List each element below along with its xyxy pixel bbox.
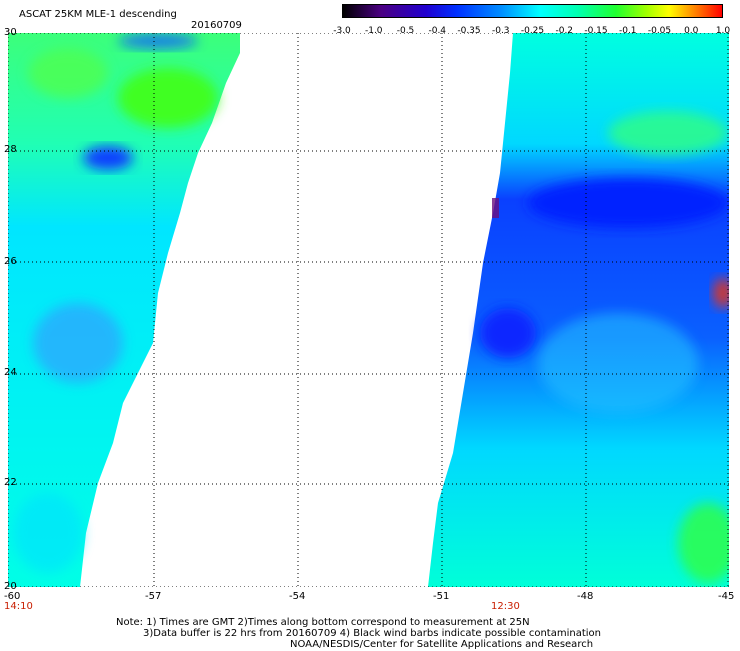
colorbar-tick-label: 1.0 xyxy=(715,26,731,36)
colorbar-tick-label: -0.2 xyxy=(555,26,574,36)
lat-label: 20 xyxy=(4,581,17,592)
lon-label: -60 xyxy=(4,591,21,602)
note-line-1: Note: 1) Times are GMT 2)Times along bot… xyxy=(116,617,530,628)
time-label-left: 14:10 xyxy=(4,601,33,612)
colorbar-tick-label: -0.35 xyxy=(457,26,481,36)
colorbar-tick-label: -0.15 xyxy=(584,26,608,36)
map-date: 20160709 xyxy=(191,20,242,31)
colorbar xyxy=(342,4,723,18)
colorbar-tick-label: -0.3 xyxy=(491,26,510,36)
map-title: ASCAT 25KM MLE-1 descending xyxy=(19,9,177,20)
grid-lines xyxy=(8,33,729,587)
colorbar-tick-label: -0.05 xyxy=(647,26,672,36)
colorbar-tick-label: -1.0 xyxy=(364,26,383,36)
colorbar-tick-label: -0.5 xyxy=(396,26,415,36)
lon-label: -54 xyxy=(289,591,306,602)
lat-label: 22 xyxy=(4,477,17,488)
colorbar-tick-label: 0.0 xyxy=(684,26,699,36)
lon-label: -57 xyxy=(145,591,162,602)
lon-label: -48 xyxy=(577,591,594,602)
note-line-3: NOAA/NESDIS/Center for Satellite Applica… xyxy=(290,639,594,650)
lat-label: 26 xyxy=(4,256,17,267)
right-swath xyxy=(428,33,729,587)
note-line-2: 3)Data buffer is 22 hrs from 20160709 4)… xyxy=(143,628,601,639)
lon-label: -51 xyxy=(433,591,450,602)
map-plot xyxy=(8,33,729,587)
lat-label: 30 xyxy=(4,27,17,38)
colorbar-tick-label: -3.0 xyxy=(333,26,351,36)
colorbar-tick-label: -0.1 xyxy=(618,26,637,36)
lat-label: 28 xyxy=(4,144,17,155)
colorbar-tick-label: -0.25 xyxy=(520,26,545,36)
time-label-right: 12:30 xyxy=(491,601,520,612)
colorbar-tick-label: -0.4 xyxy=(428,26,447,36)
left-swath xyxy=(8,33,240,587)
lon-label: -45 xyxy=(718,591,735,602)
lat-label: 24 xyxy=(4,367,17,378)
